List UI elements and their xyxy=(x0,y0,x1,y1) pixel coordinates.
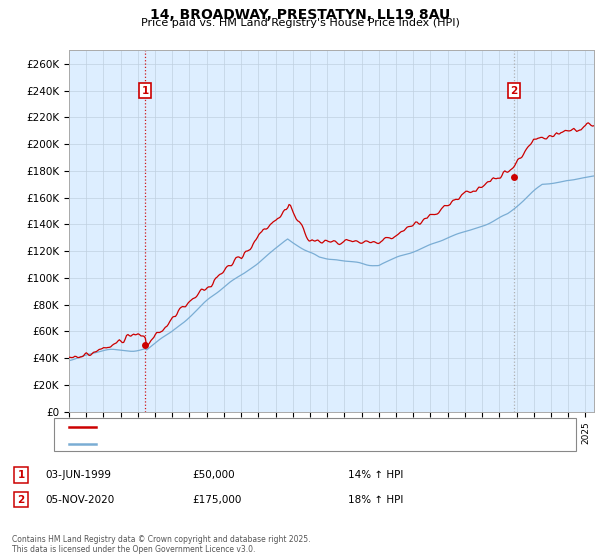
Text: £50,000: £50,000 xyxy=(192,470,235,480)
Text: 03-JUN-1999: 03-JUN-1999 xyxy=(45,470,111,480)
Text: 1: 1 xyxy=(142,86,149,96)
Text: Contains HM Land Registry data © Crown copyright and database right 2025.
This d: Contains HM Land Registry data © Crown c… xyxy=(12,535,311,554)
Text: 14, BROADWAY, PRESTATYN, LL19 8AU: 14, BROADWAY, PRESTATYN, LL19 8AU xyxy=(150,8,450,22)
Text: 14% ↑ HPI: 14% ↑ HPI xyxy=(348,470,403,480)
Text: 18% ↑ HPI: 18% ↑ HPI xyxy=(348,494,403,505)
Text: 14, BROADWAY, PRESTATYN, LL19 8AU (semi-detached house): 14, BROADWAY, PRESTATYN, LL19 8AU (semi-… xyxy=(102,422,407,432)
Text: 2: 2 xyxy=(510,86,517,96)
Text: HPI: Average price, semi-detached house, Denbighshire: HPI: Average price, semi-detached house,… xyxy=(102,438,375,449)
Text: 05-NOV-2020: 05-NOV-2020 xyxy=(45,494,114,505)
Text: Price paid vs. HM Land Registry's House Price Index (HPI): Price paid vs. HM Land Registry's House … xyxy=(140,18,460,29)
Text: £175,000: £175,000 xyxy=(192,494,241,505)
Text: 1: 1 xyxy=(17,470,25,480)
Text: 2: 2 xyxy=(17,494,25,505)
